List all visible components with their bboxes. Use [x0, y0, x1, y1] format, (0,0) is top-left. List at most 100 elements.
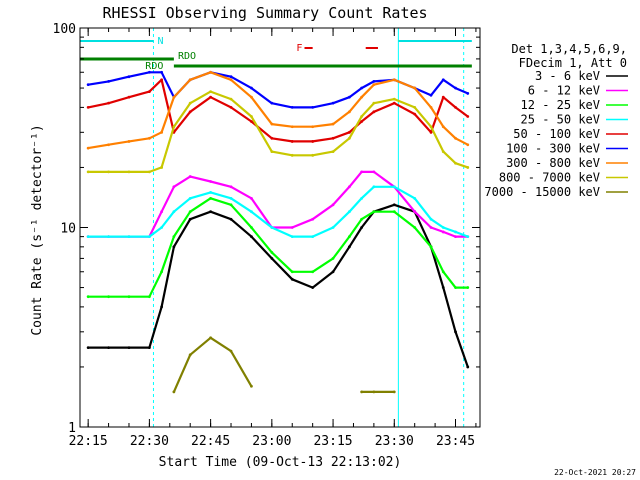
flag-label: RDO	[145, 61, 163, 72]
data-point	[372, 83, 376, 87]
data-point	[160, 210, 164, 214]
data-point	[441, 230, 445, 234]
data-point	[331, 150, 335, 154]
data-point	[290, 226, 294, 229]
data-point	[250, 210, 253, 214]
data-point	[160, 130, 164, 134]
data-point	[372, 170, 376, 174]
x-tick-label: 23:15	[313, 434, 352, 449]
data-point	[147, 90, 151, 93]
x-tick-label: 22:30	[130, 434, 169, 449]
data-point	[331, 226, 335, 229]
data-point	[229, 105, 233, 109]
data-point	[347, 235, 351, 239]
data-point	[250, 115, 253, 118]
data-point	[454, 230, 457, 234]
data-point	[188, 196, 192, 200]
x-tick-label: 23:00	[252, 434, 291, 449]
data-point	[229, 97, 233, 101]
data-point	[441, 78, 445, 82]
data-point	[413, 210, 417, 214]
data-point	[188, 353, 192, 357]
legend-header: Det 1,3,4,5,6,9,	[511, 42, 627, 56]
data-point	[229, 196, 233, 200]
flag-label: N	[158, 36, 164, 47]
data-point	[290, 125, 294, 129]
data-point	[360, 196, 364, 200]
data-point	[86, 235, 90, 239]
data-point	[454, 161, 457, 165]
data-point	[188, 110, 192, 114]
data-point	[454, 330, 457, 334]
data-point	[311, 235, 315, 239]
legend-label: 25 - 50 keV	[521, 113, 600, 127]
data-point	[429, 105, 433, 109]
data-point	[331, 101, 335, 105]
x-tick-label: 23:30	[375, 434, 414, 449]
data-point	[250, 95, 253, 99]
x-tick-label: 22:45	[191, 434, 230, 449]
data-point	[127, 295, 131, 299]
data-point	[331, 122, 335, 126]
data-point	[290, 153, 294, 157]
data-point	[86, 295, 90, 299]
data-point	[454, 86, 457, 90]
data-point	[107, 170, 110, 174]
data-point	[160, 70, 164, 74]
data-point	[270, 257, 274, 260]
data-point	[441, 125, 445, 129]
data-point	[466, 235, 470, 239]
data-point	[172, 390, 176, 394]
data-point	[347, 136, 351, 140]
data-point	[454, 105, 457, 109]
data-point	[311, 125, 315, 129]
data-point	[441, 95, 445, 99]
data-point	[347, 130, 351, 134]
x-tick-label: 23:45	[436, 434, 475, 449]
data-point	[392, 185, 396, 189]
data-point	[127, 346, 131, 350]
data-point	[372, 110, 376, 114]
data-point	[127, 140, 131, 143]
data-point	[172, 210, 176, 214]
data-point	[466, 143, 470, 147]
data-point	[290, 140, 294, 143]
data-point	[429, 130, 433, 134]
legend-label: 50 - 100 keV	[513, 127, 600, 141]
data-point	[86, 105, 90, 109]
x-tick-label: 22:15	[69, 434, 108, 449]
data-point	[270, 101, 274, 105]
data-point	[413, 86, 417, 90]
data-point	[360, 217, 364, 221]
data-point	[107, 143, 110, 147]
data-point	[209, 70, 213, 74]
data-point	[160, 226, 164, 229]
data-point	[413, 105, 417, 109]
data-point	[270, 150, 274, 154]
data-point	[454, 235, 457, 239]
data-point	[270, 226, 274, 229]
data-point	[209, 196, 213, 200]
data-point	[147, 346, 151, 350]
data-point	[454, 136, 457, 140]
data-point	[107, 346, 110, 350]
data-point	[86, 170, 90, 174]
data-point	[429, 125, 433, 129]
timestamp: 22-Oct-2021 20:27	[554, 468, 636, 477]
data-point	[441, 286, 445, 289]
data-point	[290, 235, 294, 239]
data-point	[466, 365, 470, 369]
legend-label: 100 - 300 keV	[506, 142, 600, 156]
data-point	[311, 270, 315, 274]
data-point	[360, 86, 364, 90]
data-point	[250, 196, 253, 200]
data-point	[311, 105, 315, 109]
flags-layer: N RDO RDO F	[80, 36, 472, 72]
data-point	[160, 78, 164, 82]
data-point	[347, 210, 351, 214]
data-point	[372, 390, 376, 394]
legend: Det 1,3,4,5,6,9,FDecim 1, Att 03 - 6 keV…	[484, 42, 628, 199]
y-axis-label: Count Rate (s⁻¹ detector⁻¹)	[30, 124, 45, 335]
data-point	[229, 75, 233, 79]
data-point	[250, 120, 253, 123]
